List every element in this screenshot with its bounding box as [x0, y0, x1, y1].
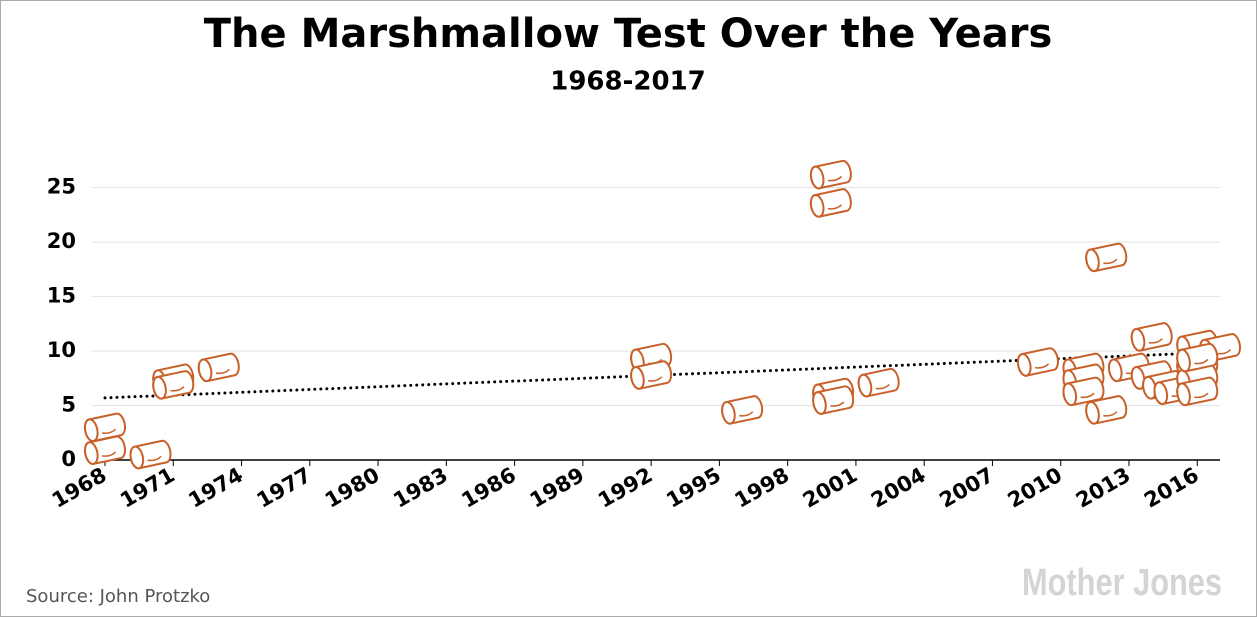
y-tick-label: 20 [47, 229, 76, 253]
brand-logo: Mother Jones [1022, 562, 1222, 604]
marshmallow-shade [102, 428, 117, 435]
marshmallow-shade [1217, 349, 1232, 355]
chart-title: The Marshmallow Test Over the Years [204, 11, 1053, 57]
y-tick-label: 10 [47, 338, 76, 362]
marshmallow-end [1176, 382, 1191, 407]
marshmallow-point [1016, 347, 1059, 377]
marshmallow-shade [1034, 363, 1050, 369]
marshmallow-point [1062, 376, 1105, 407]
marshmallow-shade [875, 383, 890, 390]
marshmallow-end [809, 194, 825, 218]
marshmallow-end [152, 375, 167, 400]
marshmallow-end [197, 358, 213, 383]
marshmallow-shade [102, 451, 117, 457]
marshmallow-point [809, 188, 852, 218]
marshmallow-point [721, 395, 764, 425]
marshmallow-shade [1194, 358, 1209, 365]
marshmallow-shade [830, 401, 845, 407]
marshmallow-end [1130, 366, 1146, 390]
y-tick-label: 0 [61, 447, 76, 471]
marshmallow-point [1085, 242, 1128, 273]
marshmallow-point [84, 435, 126, 465]
marshmallow-shade [1148, 338, 1163, 344]
marshmallow-shade [827, 175, 843, 182]
marshmallow-shade [1103, 411, 1118, 417]
marshmallow-shade [1103, 258, 1118, 265]
marshmallow-point [152, 370, 195, 400]
marshmallow-end [1016, 353, 1032, 377]
marshmallow-end [1176, 348, 1191, 373]
marshmallow-end [721, 400, 736, 425]
marshmallow-point [1130, 322, 1173, 352]
marshmallow-point [1085, 395, 1128, 425]
source: Source: John Protzko [26, 586, 210, 607]
marshmallow-point [1176, 342, 1219, 373]
marshmallow-point [857, 367, 900, 398]
marshmallow-end [809, 165, 825, 190]
marshmallow-point [84, 412, 126, 443]
marshmallow-point [809, 159, 852, 190]
marshmallow-point [1176, 376, 1219, 407]
marshmallow-shade [215, 368, 230, 375]
marshmallow-end [857, 373, 873, 398]
marshmallow-shade [147, 455, 162, 462]
marshmallow-end [1107, 358, 1123, 383]
marshmallow-point [812, 385, 855, 415]
marshmallow-end [129, 445, 145, 470]
marshmallow-end [1130, 327, 1146, 352]
marshmallow-shade [170, 386, 185, 392]
marshmallow-shade [827, 204, 843, 210]
marshmallow-point [129, 439, 172, 470]
y-tick-label: 15 [47, 284, 76, 308]
y-tick-label: 25 [47, 175, 76, 199]
marshmallow-shade [1194, 392, 1209, 399]
marshmallow-end [630, 366, 645, 390]
marshmallow-end [1153, 381, 1169, 406]
marshmallow-point [630, 360, 673, 390]
y-tick-label: 5 [61, 393, 76, 417]
marshmallow-shade [739, 411, 754, 417]
marshmallow-point [197, 352, 240, 383]
marshmallow-end [1085, 248, 1100, 273]
marshmallow-end [84, 441, 99, 465]
marshmallow-end [1062, 382, 1078, 407]
marshmallow-end [1085, 400, 1100, 425]
chart-subtitle: 1968-2017 [550, 67, 706, 97]
marshmallow-end [812, 391, 827, 415]
marshmallow-shade [648, 376, 663, 382]
marshmallow-shade [1080, 392, 1095, 399]
